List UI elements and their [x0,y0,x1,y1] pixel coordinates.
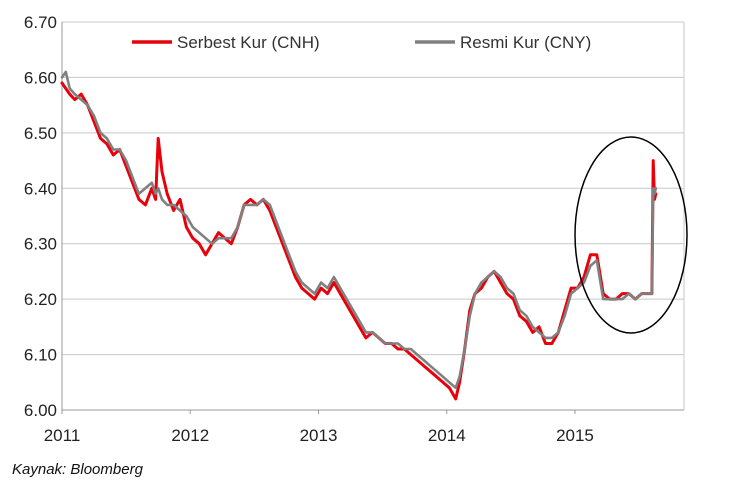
spike-highlight-ellipse [574,136,688,334]
y-tick-label: 6.00 [24,401,57,420]
series-line-cny [60,70,658,390]
source-note: Kaynak: Bloomberg [12,461,143,478]
x-tick-label: 2013 [300,426,338,445]
y-tick-label: 6.60 [24,68,57,87]
y-tick-label: 6.70 [24,13,57,32]
chart-series-lines [60,70,658,401]
x-tick-label: 2011 [44,426,81,445]
y-tick-label: 6.50 [24,124,57,143]
legend-label: Serbest Kur (CNH) [177,33,320,52]
y-tick-label: 6.20 [24,290,57,309]
x-axis-tick-labels: 2011 2012 2013 2014 2015 [44,410,594,445]
legend-label: Resmi Kur (CNY) [460,33,591,52]
chart-legend: Serbest Kur (CNH) Resmi Kur (CNY) [132,33,591,52]
x-tick-label: 2015 [556,426,594,445]
y-tick-label: 6.40 [24,179,57,198]
x-tick-label: 2012 [171,426,209,445]
x-tick-label: 2014 [428,426,466,445]
series-line-cnh [60,81,658,401]
y-axis-tick-labels: 6.00 6.10 6.20 6.30 6.40 6.50 6.60 6.70 [24,13,57,420]
y-tick-label: 6.10 [24,346,57,365]
y-tick-label: 6.30 [24,235,57,254]
chart-gridlines [61,21,685,411]
